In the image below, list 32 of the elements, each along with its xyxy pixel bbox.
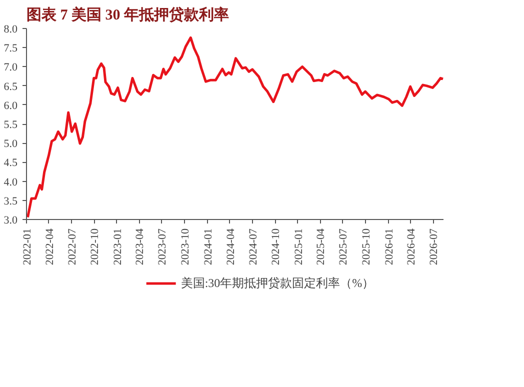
y-tick-label: 8.0 <box>4 24 18 36</box>
y-tick-label: 5.0 <box>4 138 18 150</box>
x-tick-label: 2026-07 <box>428 228 440 266</box>
y-tick-label: 7.0 <box>4 62 18 74</box>
x-tick-label: 2025-01 <box>292 228 305 266</box>
y-tick-label: 4.0 <box>4 176 18 188</box>
x-tick-label: 2026-04 <box>406 228 418 266</box>
x-tick-label: 2025-07 <box>338 228 350 266</box>
x-tick-label: 2023-07 <box>156 228 169 266</box>
x-tick-label: 2023-10 <box>179 228 192 266</box>
x-tick-label: 2024-01 <box>202 228 214 266</box>
x-tick-label: 2022-10 <box>89 228 102 266</box>
x-tick-label: 2024-04 <box>224 228 237 266</box>
x-tick-label: 2022-07 <box>66 228 78 266</box>
x-tick-label: 2024-07 <box>247 228 260 266</box>
x-tick-label: 2024-10 <box>270 228 282 266</box>
x-tick-label: 2025-10 <box>360 228 372 266</box>
y-tick-label: 3.0 <box>4 214 18 226</box>
x-tick-label: 2022-01 <box>22 228 34 266</box>
x-tick-label: 2023-01 <box>112 228 124 266</box>
y-tick-label: 3.5 <box>4 195 18 208</box>
x-tick-label: 2023-04 <box>134 228 146 266</box>
y-tick-label: 6.5 <box>4 80 18 93</box>
x-tick-label: 2022-04 <box>44 228 56 266</box>
y-tick-label: 7.5 <box>4 42 18 55</box>
legend-label: 美国:30年期抵押贷款固定利率（%） <box>180 274 374 292</box>
x-tick-label: 2025-04 <box>315 228 328 266</box>
y-tick-label: 5.5 <box>4 119 18 131</box>
x-tick-label: 2026-01 <box>383 228 396 266</box>
chart-title: 图表 7 美国 30 年抵押贷款利率 <box>26 6 229 24</box>
y-tick-label: 4.5 <box>4 157 18 170</box>
y-tick-label: 6.0 <box>4 100 18 112</box>
